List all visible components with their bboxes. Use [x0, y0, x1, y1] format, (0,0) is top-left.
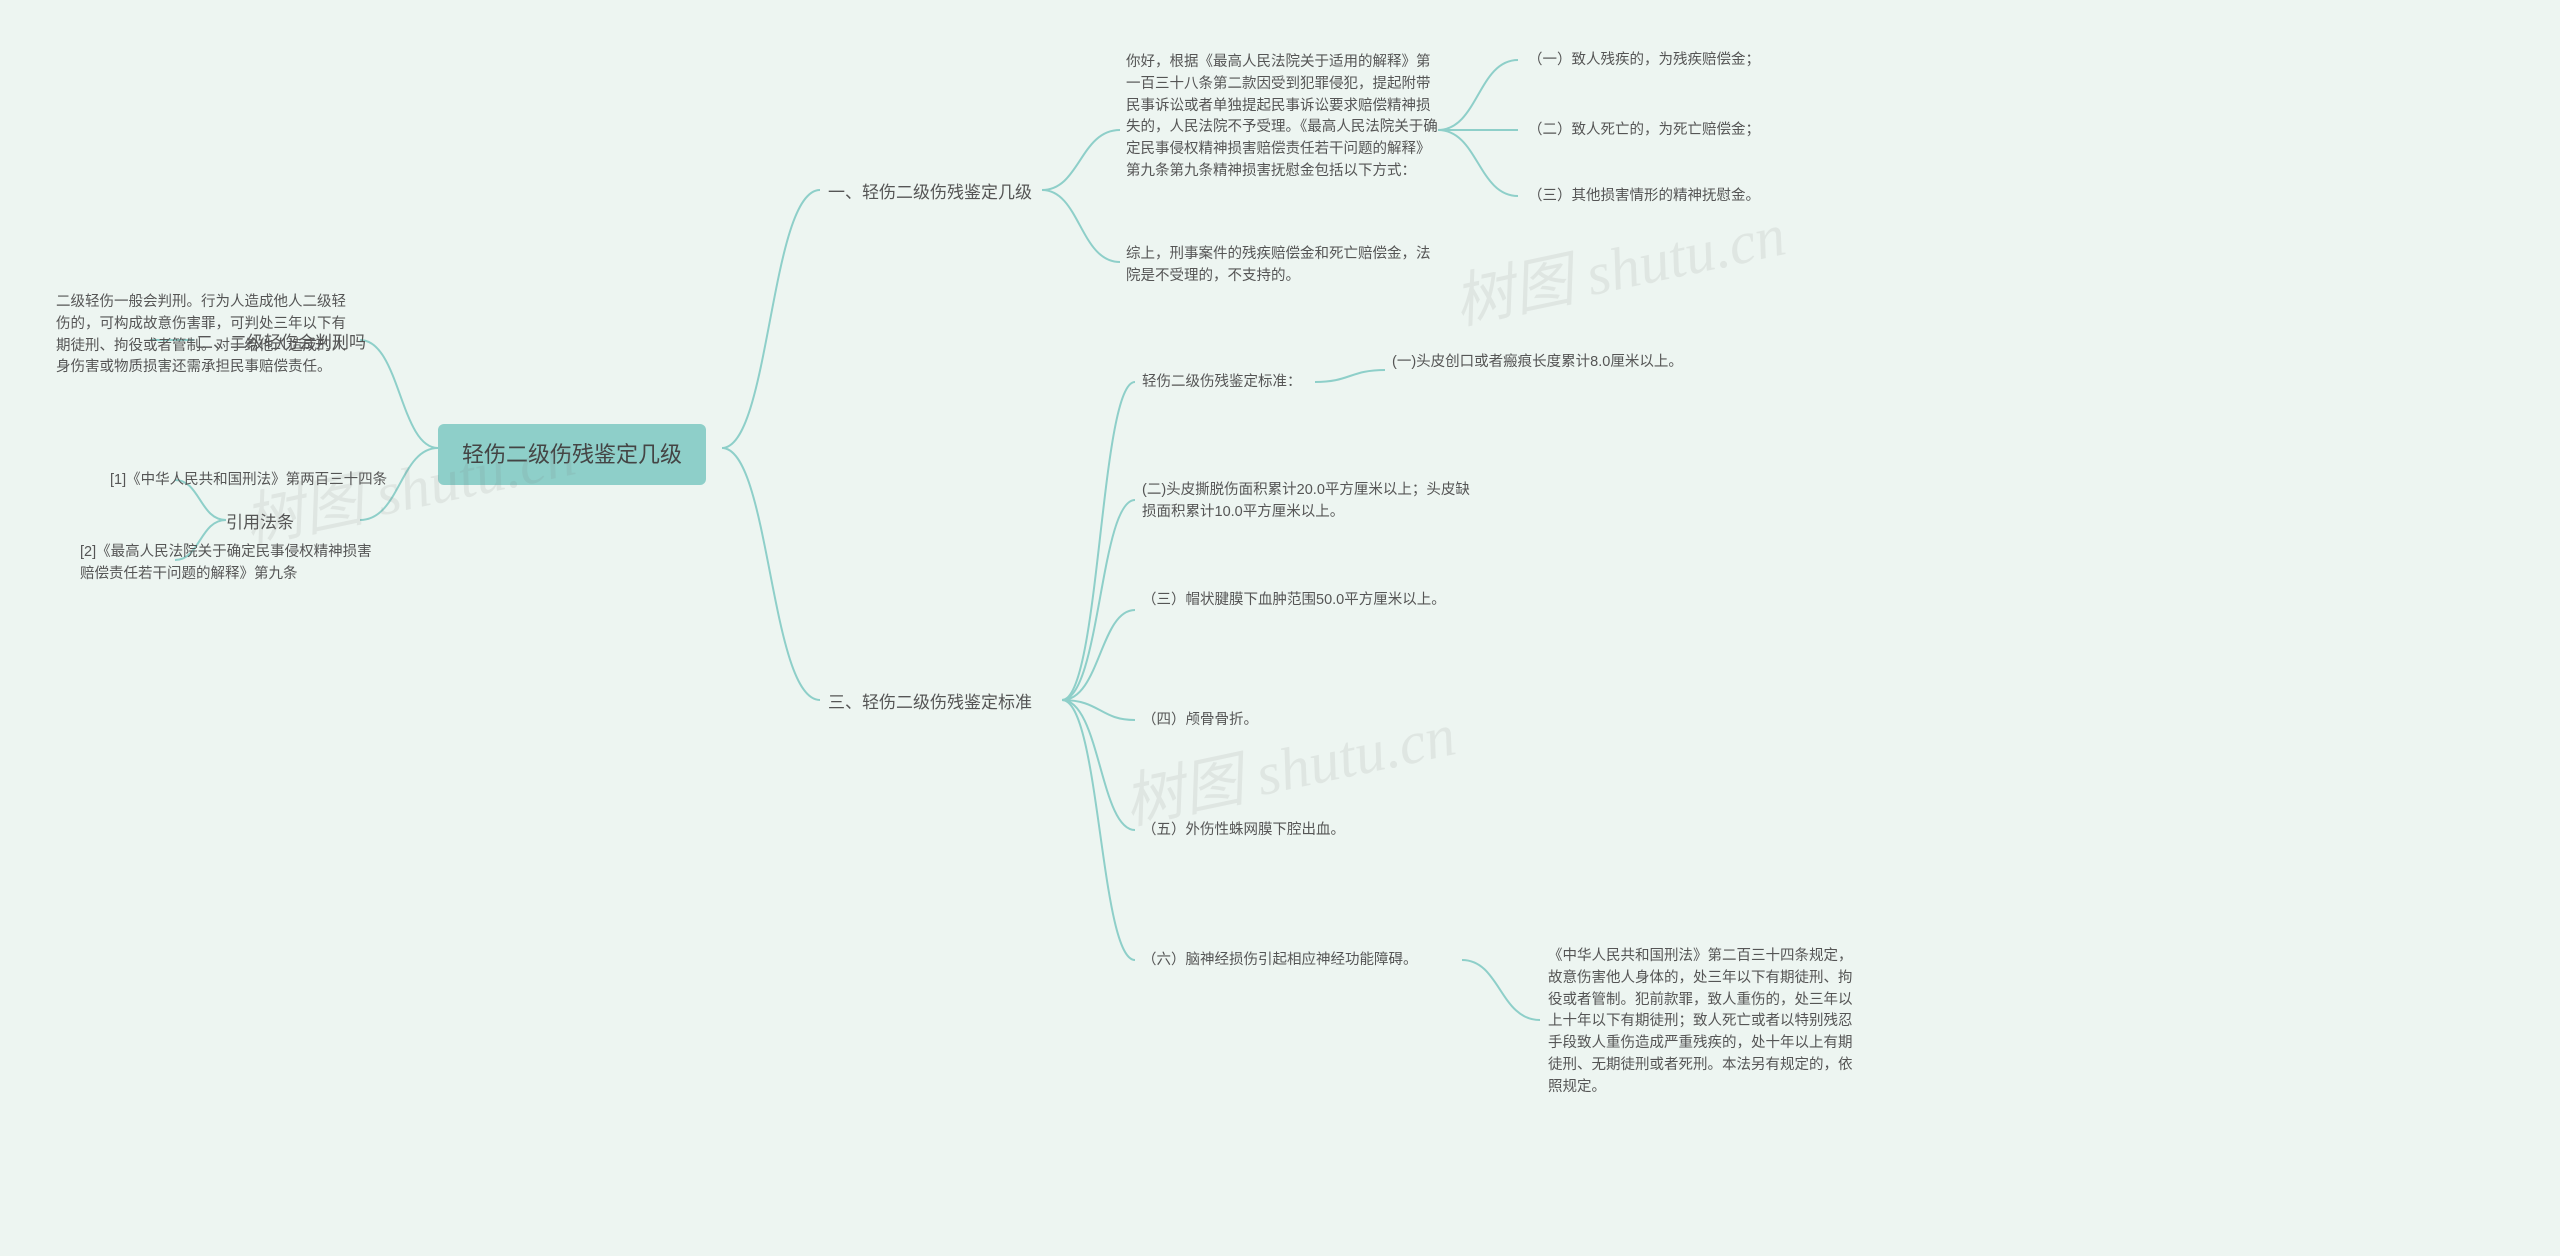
- branch-3-child-2: (二)头皮撕脱伤面积累计20.0平方厘米以上；头皮缺损面积累计10.0平方厘米以…: [1142, 480, 1472, 524]
- branch-1-label: 一、轻伤二级伤残鉴定几级: [828, 180, 1032, 206]
- branch-1-child-1: 你好，根据《最高人民法院关于适用的解释》第一百三十八条第二款因受到犯罪侵犯，提起…: [1126, 52, 1438, 183]
- branch-3-label: 三、轻伤二级伤残鉴定标准: [828, 690, 1032, 716]
- watermark-2: 树图 shutu.cn: [1445, 186, 1792, 341]
- b1c1-item-2: （二）致人死亡的，为死亡赔偿金；: [1528, 120, 1760, 142]
- branch-4-child-2: [2]《最高人民法院关于确定民事侵权精神损害赔偿责任若干问题的解释》第九条: [80, 542, 380, 586]
- b3c6-detail: 《中华人民共和国刑法》第二百三十四条规定，故意伤害他人身体的，处三年以下有期徒刑…: [1548, 946, 1860, 1098]
- branch-4-label: 引用法条: [226, 510, 294, 536]
- branch-2-child-1: 二级轻伤一般会判刑。行为人造成他人二级轻伤的，可构成故意伤害罪，可判处三年以下有…: [56, 292, 356, 379]
- branch-3-child-3: （三）帽状腱膜下血肿范围50.0平方厘米以上。: [1142, 590, 1446, 612]
- connectors: [0, 0, 2560, 1256]
- root-label: 轻伤二级伤残鉴定几级: [462, 442, 682, 467]
- branch-3-child-4: （四）颅骨骨折。: [1142, 710, 1258, 732]
- b1c1-item-3: （三）其他损害情形的精神抚慰金。: [1528, 186, 1760, 208]
- branch-3-child-6: （六）脑神经损伤引起相应神经功能障碍。: [1142, 950, 1418, 972]
- branch-3-child-1: 轻伤二级伤残鉴定标准：: [1142, 372, 1302, 394]
- branch-3-child-5: （五）外伤性蛛网膜下腔出血。: [1142, 820, 1345, 842]
- b3c1-item-1: (一)头皮创口或者瘢痕长度累计8.0厘米以上。: [1392, 352, 1683, 374]
- branch-1-child-2: 综上，刑事案件的残疾赔偿金和死亡赔偿金，法院是不受理的，不支持的。: [1126, 244, 1438, 288]
- branch-4-child-1: [1]《中华人民共和国刑法》第两百三十四条: [110, 470, 387, 492]
- b1c1-item-1: （一）致人残疾的，为残疾赔偿金；: [1528, 50, 1760, 72]
- root-node: 轻伤二级伤残鉴定几级: [438, 424, 706, 485]
